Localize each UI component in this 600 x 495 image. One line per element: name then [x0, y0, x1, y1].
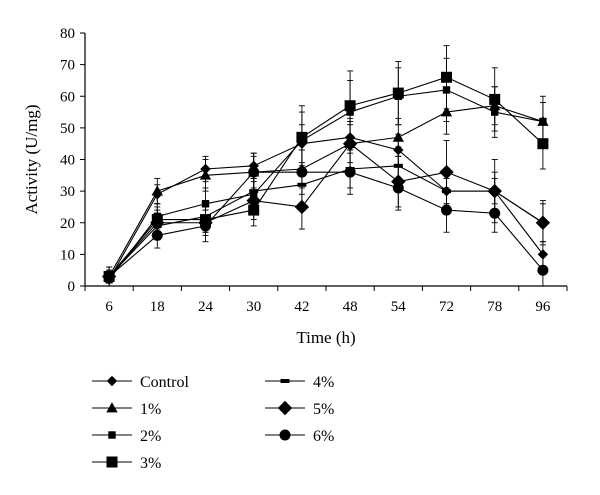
legend-marker — [277, 400, 293, 416]
series-line — [108, 171, 544, 277]
series-3-percent — [103, 45, 549, 287]
legend-label: 5% — [313, 401, 334, 418]
legend-label: 3% — [140, 455, 161, 472]
y-tick-label: 20 — [60, 216, 75, 232]
series-line — [108, 89, 544, 281]
series-5-percent — [101, 117, 551, 287]
x-tick-label: 24 — [198, 299, 214, 315]
x-tick-label: 48 — [343, 299, 358, 315]
x-tick-label: 78 — [487, 299, 502, 315]
plot-area — [101, 45, 551, 287]
y-tick-label: 40 — [60, 153, 75, 169]
legend-label: Control — [140, 374, 189, 391]
series-line — [108, 142, 544, 277]
data-point — [296, 131, 308, 143]
y-tick-label: 70 — [60, 58, 75, 74]
data-point — [439, 164, 454, 180]
data-point — [489, 93, 501, 105]
y-axis-ticks: 0 10 20 30 40 50 60 70 80 — [60, 26, 85, 295]
data-point — [441, 204, 452, 216]
data-point — [535, 215, 551, 230]
x-tick-label: 18 — [150, 299, 165, 315]
x-tick-label: 54 — [391, 299, 407, 315]
legend-item: 6% — [265, 428, 334, 445]
data-point — [392, 87, 404, 99]
y-tick-label: 0 — [68, 279, 76, 295]
x-tick-label: 6 — [105, 299, 113, 315]
legend-label: 2% — [140, 428, 161, 445]
data-point — [342, 136, 358, 151]
data-point — [200, 220, 211, 232]
legend-label: 1% — [140, 401, 161, 418]
legend-item: 3% — [92, 455, 161, 472]
data-point — [489, 207, 501, 219]
data-point — [103, 271, 115, 283]
x-tick-label: 72 — [439, 299, 454, 315]
legend-marker — [106, 456, 118, 468]
y-tick-label: 30 — [60, 184, 75, 200]
series-line — [108, 105, 544, 277]
x-tick-label: 30 — [246, 299, 261, 315]
data-point — [151, 185, 163, 196]
data-point — [537, 138, 549, 150]
legend-marker — [106, 402, 118, 413]
x-tick-label: 96 — [535, 299, 551, 315]
series-line — [108, 76, 544, 277]
data-point — [151, 229, 163, 241]
x-tick-label: 42 — [294, 299, 309, 315]
y-tick-label: 60 — [60, 89, 75, 105]
series-line — [108, 165, 544, 277]
data-point — [344, 100, 356, 112]
data-point — [392, 131, 404, 142]
series-line — [108, 136, 544, 280]
data-point — [294, 199, 310, 215]
data-point — [392, 182, 404, 194]
data-point — [537, 264, 549, 276]
data-point — [246, 193, 261, 208]
legend-marker — [108, 431, 116, 439]
data-point — [199, 169, 212, 180]
legend-marker — [280, 379, 290, 383]
legend-item: 1% — [92, 401, 161, 418]
data-point — [344, 166, 356, 178]
legend-item: 5% — [265, 400, 334, 418]
legend-label: 4% — [313, 374, 334, 391]
y-tick-label: 10 — [60, 247, 75, 263]
data-point — [296, 166, 308, 178]
y-axis-title: Activity (U/mg) — [22, 104, 41, 214]
legend-label: 6% — [313, 428, 334, 445]
legend-item: Control — [92, 374, 189, 391]
series-control — [103, 121, 549, 287]
data-point — [248, 166, 260, 178]
y-tick-label: 80 — [60, 26, 75, 42]
legend: Control 1% 2% 3% 4% 5% 6% — [92, 374, 334, 472]
series-6-percent — [103, 149, 549, 287]
data-point — [441, 71, 452, 83]
series-4-percent — [104, 146, 548, 284]
legend-item: 4% — [265, 374, 334, 391]
x-axis-ticks: 6 18 24 30 42 48 54 72 78 96 — [84, 286, 568, 315]
legend-item: 2% — [92, 428, 161, 445]
legend-marker — [106, 375, 118, 387]
legend-marker — [279, 429, 291, 441]
y-tick-label: 50 — [60, 121, 75, 137]
x-axis-title: Time (h) — [296, 328, 355, 347]
